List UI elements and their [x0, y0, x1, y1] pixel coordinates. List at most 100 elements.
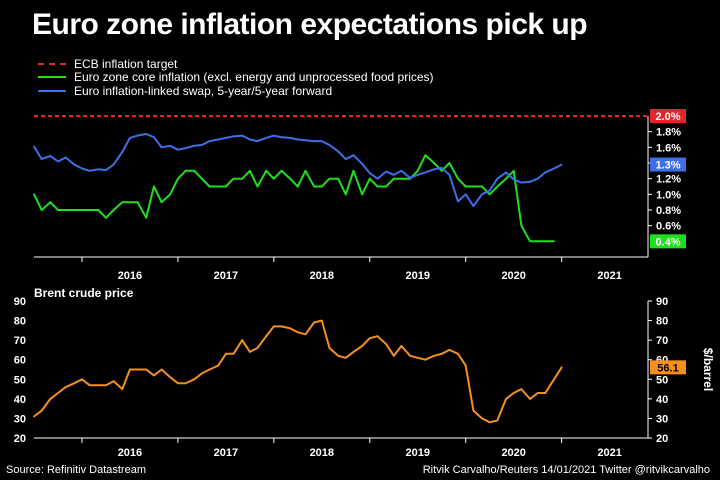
legend-label-core-inflation: Euro zone core inflation (excl. energy a… [74, 70, 434, 84]
inflation-series-0-point [536, 240, 539, 243]
inflation-series-0-point [241, 177, 244, 180]
brent-series-0-point [433, 354, 435, 357]
inflation-series-0-point [496, 185, 499, 188]
inflation-y-tick-label: 0.6% [656, 221, 681, 233]
inflation-series-0-point [472, 185, 475, 188]
inflation-series-0-point [97, 209, 100, 211]
brent-series-0-point [201, 372, 203, 375]
inflation-series-0-point [337, 177, 339, 180]
brent-y-tick-label: 70 [656, 335, 668, 347]
source-note: Source: Refinitiv Datastream [6, 464, 146, 476]
brent-series-0-point [481, 417, 483, 420]
brent-series-0-point [249, 351, 251, 353]
inflation-series-1-point [64, 156, 67, 159]
inflation-series-0-point [193, 169, 196, 172]
brent-y-tick-label-left: 20 [14, 433, 26, 445]
inflation-series-1-point [320, 140, 323, 143]
inflation-series-0-point [177, 177, 179, 180]
inflation-series-1-point [392, 173, 395, 176]
brent-series-0-point [232, 352, 235, 355]
legend-item-core-inflation: Euro zone core inflation (excl. energy a… [38, 70, 434, 84]
inflation-series-1-point [376, 177, 379, 180]
brent-series-0-point [296, 331, 299, 334]
brent-series-0-point [505, 398, 507, 400]
inflation-series-0-point [201, 177, 203, 180]
brent-series-0-point [88, 384, 91, 387]
inflation-series-0-point [512, 169, 515, 172]
inflation-y-tick-label: 1.6% [656, 142, 681, 154]
inflation-series-1-point [328, 144, 331, 146]
inflation-series-0-point [73, 209, 76, 211]
inflation-series-1-point [81, 167, 83, 170]
inflation-series-0-point [88, 209, 91, 211]
brent-series-0-point [304, 333, 307, 336]
inflation-series-0-point [121, 201, 124, 204]
brent-series-0-point [409, 354, 411, 357]
brent-series-0-point [121, 388, 124, 390]
brent-series-0-point [416, 356, 419, 359]
inflation-series-1-point [464, 193, 467, 196]
inflation-series-0-point [57, 209, 59, 211]
inflation-series-0-point [328, 177, 331, 180]
inflation-series-1-point [368, 172, 371, 175]
inflation-series-0-point [145, 216, 148, 219]
inflation-series-1-point [217, 138, 220, 141]
inflation-series-line-0 [33, 154, 554, 243]
inflation-series-0-point [160, 201, 163, 204]
brent-series-0-point [448, 349, 451, 351]
brent-x-tick-label: 2016 [118, 447, 142, 459]
inflation-series-0-point [105, 216, 107, 219]
inflation-y-tick-label: 1.8% [656, 127, 681, 139]
brent-series-0-point [424, 358, 427, 361]
inflation-series-0-point [81, 209, 83, 211]
brent-series-0-point [337, 354, 339, 357]
brent-series-0-point [177, 382, 179, 385]
brent-series-0-point [544, 392, 547, 394]
inflation-series-1-point [57, 160, 59, 163]
inflation-series-0-point [433, 162, 435, 164]
inflation-series-1-point [448, 173, 451, 176]
brent-series-0-point [169, 376, 172, 379]
brent-x-tick-label: 2020 [501, 447, 525, 459]
inflation-series-0-point [361, 193, 363, 196]
inflation-series-0-point [448, 162, 451, 164]
legend-label-swap: Euro inflation-linked swap, 5-year/5-yea… [74, 84, 333, 98]
inflation-y-tick-label: 1.2% [656, 174, 681, 186]
inflation-series-0-point [49, 201, 52, 204]
inflation-series-0-point [304, 169, 307, 172]
brent-y-tick-label-left: 60 [14, 355, 26, 367]
legend-swatch-swap [38, 90, 66, 92]
inflation-series-1-point [304, 139, 307, 142]
brent-series-0-point [536, 392, 539, 394]
inflation-series-0-end-label: 0.4% [655, 236, 680, 248]
inflation-series-1-point [481, 193, 483, 196]
brent-series-0-point [81, 378, 83, 381]
legend-swatch-core-inflation [38, 76, 66, 78]
brent-series-0-point [472, 409, 475, 412]
inflation-series-1-point [201, 144, 203, 146]
inflation-series-0-point [368, 177, 371, 180]
brent-series-0-point [440, 352, 443, 355]
brent-x-tick-label: 2018 [310, 447, 334, 459]
brent-series-0-point [344, 356, 347, 359]
inflation-series-1-end-label-box [650, 157, 686, 172]
inflation-series-0-point [249, 169, 251, 172]
inflation-y-tick-label: 1.0% [656, 189, 681, 201]
inflation-series-1-point [88, 169, 91, 172]
inflation-series-0-point [112, 209, 115, 211]
brent-series-0-point [153, 374, 155, 377]
brent-series-0-point [352, 351, 355, 353]
brent-y-axis-label: $/barrel [701, 348, 715, 391]
inflation-series-1-point [97, 168, 100, 171]
inflation-series-1-point [184, 147, 187, 150]
inflation-series-1-point [424, 171, 427, 174]
brent-series-0-end-label: 56.1 [657, 362, 678, 374]
inflation-series-1-point [488, 189, 491, 192]
ecb-target-label-box [650, 109, 686, 123]
inflation-y-tick-label: 0.8% [656, 205, 681, 217]
inflation-series-0-point [344, 193, 347, 196]
inflation-series-0-point [544, 240, 547, 243]
brent-series-0-point [40, 409, 43, 412]
inflation-series-1-point [153, 136, 155, 139]
brent-series-0-point [112, 380, 115, 383]
